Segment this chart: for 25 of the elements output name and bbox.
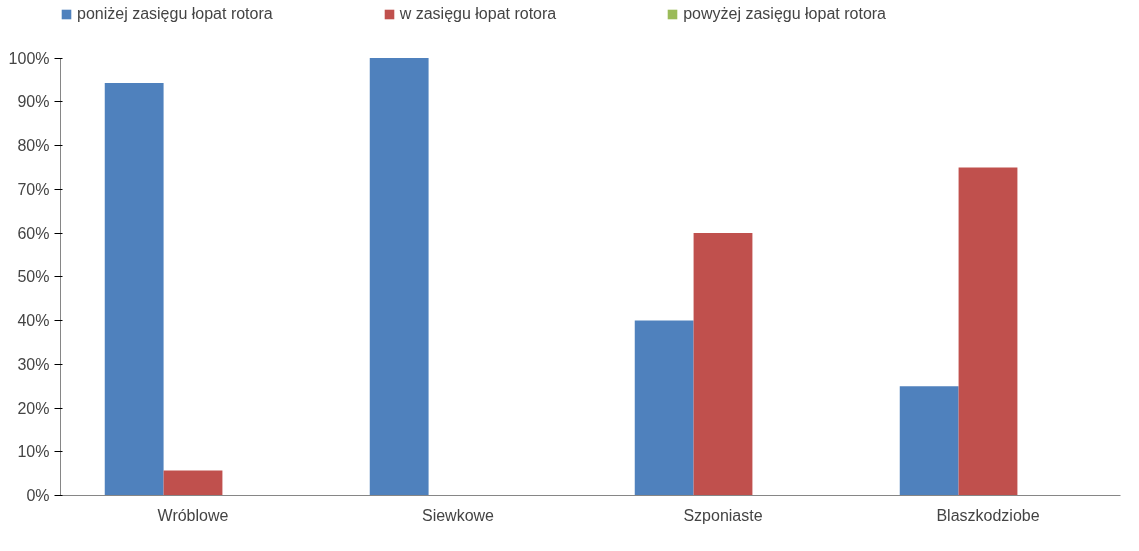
x-tick-label: Szponiaste bbox=[683, 506, 763, 524]
y-tick-label: 50% bbox=[17, 268, 50, 286]
legend-label: poniżej zasięgu łopat rotora bbox=[77, 5, 273, 23]
y-tick-label: 100% bbox=[8, 49, 50, 67]
x-tick-label: Siewkowe bbox=[421, 506, 495, 524]
bar bbox=[634, 320, 694, 496]
bar bbox=[693, 233, 753, 496]
y-tick-label: 30% bbox=[17, 355, 50, 373]
y-tick-label: 70% bbox=[17, 180, 50, 198]
bar bbox=[369, 58, 429, 496]
legend-label: powyżej zasięgu łopat rotora bbox=[683, 5, 886, 23]
bar bbox=[104, 82, 164, 496]
y-tick-label: 0% bbox=[26, 487, 50, 504]
x-tick-label: Blaszkodziobe bbox=[936, 506, 1040, 524]
y-tick-label: 40% bbox=[17, 312, 50, 329]
y-tick-label: 80% bbox=[17, 137, 50, 154]
bar bbox=[899, 386, 959, 496]
bar bbox=[163, 470, 223, 496]
legend-label: w zasięgu łopat rotora bbox=[399, 5, 557, 23]
y-tick-label: 10% bbox=[17, 443, 50, 461]
y-tick-label: 20% bbox=[17, 399, 50, 417]
x-tick-label: Wróblowe bbox=[157, 506, 229, 524]
y-tick-label: 90% bbox=[17, 93, 50, 111]
y-tick-label: 60% bbox=[17, 224, 50, 242]
bar bbox=[958, 167, 1018, 496]
